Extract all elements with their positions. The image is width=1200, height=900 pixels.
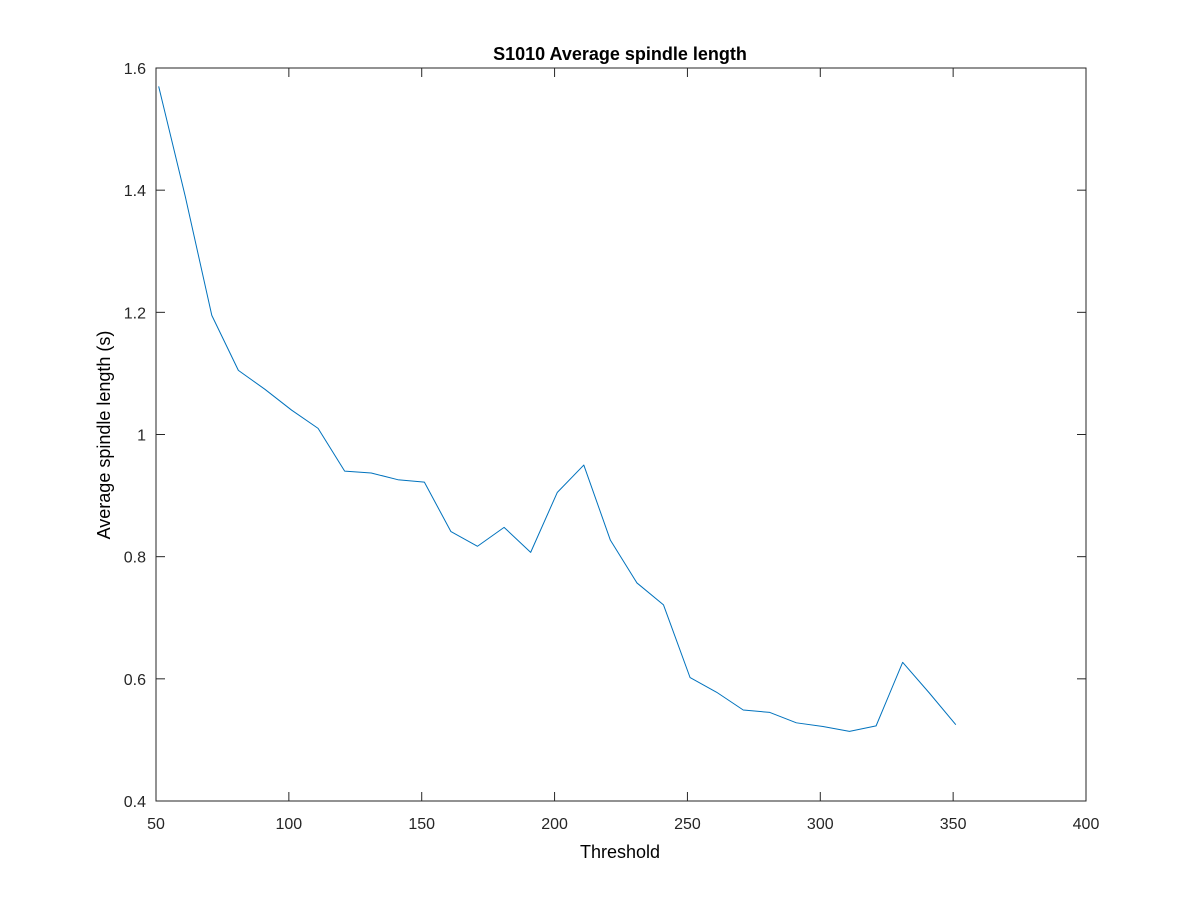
y-tick-label: 0.8 [124, 550, 146, 567]
series-layer [158, 86, 957, 732]
x-tick-label: 150 [408, 816, 435, 833]
x-tick-label: 50 [147, 816, 165, 833]
ticks-layer: 50 100 150 200 250 300 350 400 0.4 0.6 0.8 1 1.2 1.4 1… [124, 61, 1100, 833]
y-axis-label: Average spindle length (s) [94, 331, 114, 540]
y-tick-label: 0.6 [124, 672, 146, 689]
x-tick-label: 300 [807, 816, 834, 833]
y-tick-label: 1.6 [124, 61, 146, 78]
plot-area [155, 67, 1087, 802]
x-tick-label: 250 [674, 816, 701, 833]
x-tick-label: 200 [541, 816, 568, 833]
series-line [158, 86, 957, 732]
y-tick-label: 1 [137, 428, 146, 445]
axes-box [155, 67, 1087, 802]
x-tick-label: 400 [1073, 816, 1100, 833]
x-axis-label: Threshold [580, 842, 660, 862]
x-tick-label: 100 [276, 816, 303, 833]
y-tick-label: 0.4 [124, 794, 146, 811]
y-tick-label: 1.4 [124, 183, 146, 200]
y-tick-label: 1.2 [124, 305, 146, 322]
chart-title: S1010 Average spindle length [493, 44, 747, 64]
x-tick-label: 350 [940, 816, 967, 833]
